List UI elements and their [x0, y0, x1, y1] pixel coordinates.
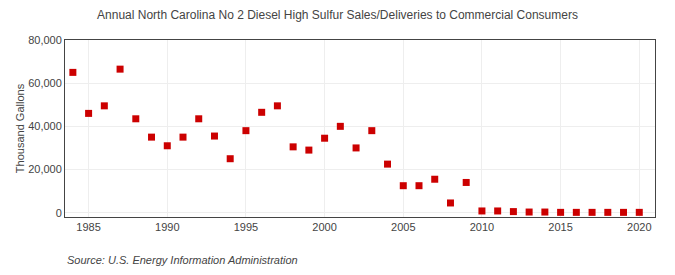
svg-text:2015: 2015 — [548, 221, 572, 233]
svg-text:2010: 2010 — [470, 221, 494, 233]
svg-text:60,000: 60,000 — [28, 77, 62, 89]
svg-text:40,000: 40,000 — [28, 120, 62, 132]
svg-text:Thousand Gallons: Thousand Gallons — [14, 83, 26, 173]
svg-text:1990: 1990 — [155, 221, 179, 233]
svg-text:0: 0 — [56, 207, 62, 219]
svg-text:1995: 1995 — [234, 221, 258, 233]
svg-text:2000: 2000 — [312, 221, 336, 233]
svg-text:80,000: 80,000 — [28, 34, 62, 46]
svg-text:Source: U.S. Energy Informatio: Source: U.S. Energy Information Administ… — [67, 254, 298, 266]
svg-text:2005: 2005 — [391, 221, 415, 233]
svg-text:Annual North Carolina No 2 Die: Annual North Carolina No 2 Diesel High S… — [97, 8, 578, 22]
svg-text:1985: 1985 — [76, 221, 100, 233]
svg-text:20,000: 20,000 — [28, 163, 62, 175]
svg-text:2020: 2020 — [627, 221, 651, 233]
